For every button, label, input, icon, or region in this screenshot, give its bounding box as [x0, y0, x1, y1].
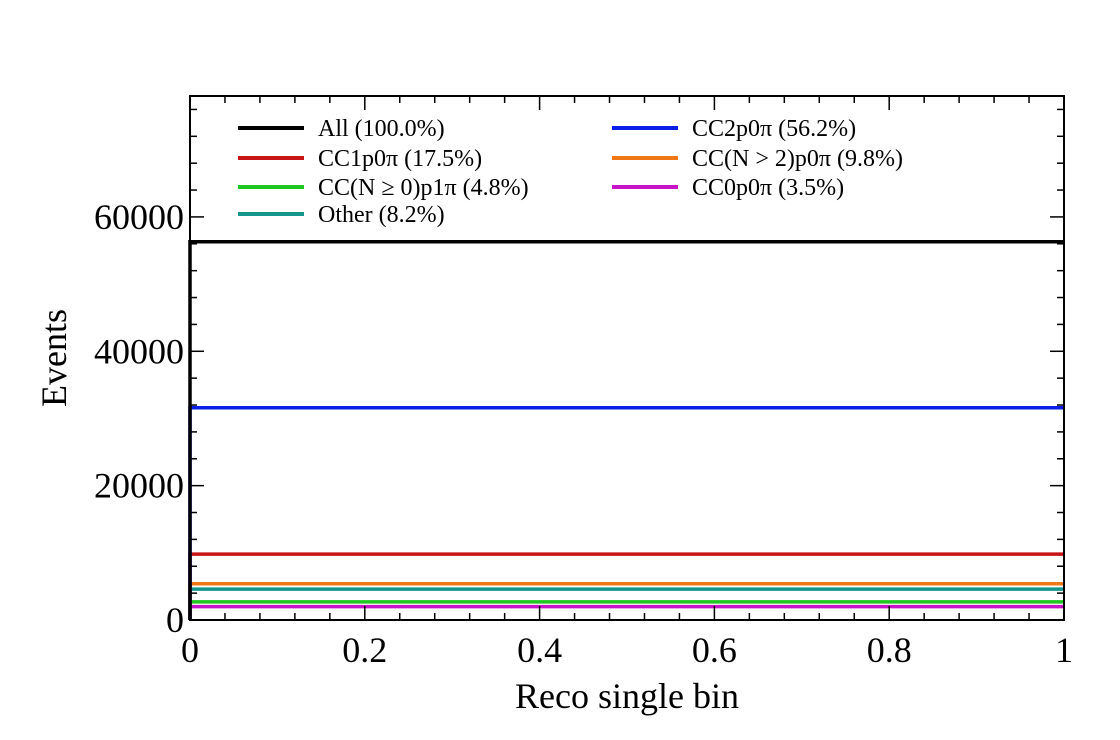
x-tick-labels: 0 0.2 0.4 0.6 0.8 1 [181, 630, 1073, 670]
x-tick-label: 0.6 [692, 630, 737, 670]
y-axis-title: Events [34, 309, 74, 407]
y-tick-label: 0 [166, 600, 184, 640]
series-line [188, 604, 1064, 620]
x-tick-label: 1 [1055, 630, 1073, 670]
series-line [188, 587, 1064, 620]
legend-entry: Other (8.2%) [318, 202, 445, 228]
series-line [188, 600, 1064, 620]
legend-entry: CC(N ≥ 0)p1π (4.8%) [318, 175, 529, 201]
legend-entry: All (100.0%) [318, 116, 445, 142]
legend-entry: CC1p0π (17.5%) [318, 146, 482, 172]
legend-entry: CC2p0π (56.2%) [692, 116, 856, 142]
x-tick-label: 0 [181, 630, 199, 670]
x-axis-title: Reco single bin [515, 676, 739, 716]
series-line [188, 240, 1064, 620]
y-tick-label: 20000 [94, 466, 184, 506]
tick-marks [189, 96, 1065, 621]
x-tick-label: 0.2 [342, 630, 387, 670]
legend-entry: CC(N > 2)p0π (9.8%) [692, 146, 903, 172]
series-line [188, 552, 1064, 620]
x-tick-label: 0.4 [517, 630, 562, 670]
y-tick-labels: 0 20000 40000 60000 [94, 197, 184, 640]
legend: All (100.0%) CC2p0π (56.2%) CC1p0π (17.5%)… [238, 116, 903, 228]
series-layer [188, 240, 1064, 620]
y-tick-label: 60000 [94, 197, 184, 237]
y-tick-label: 40000 [94, 331, 184, 371]
plot-frame [189, 95, 1065, 621]
x-tick-label: 0.8 [867, 630, 912, 670]
legend-entry: CC0p0π (3.5%) [692, 175, 844, 201]
